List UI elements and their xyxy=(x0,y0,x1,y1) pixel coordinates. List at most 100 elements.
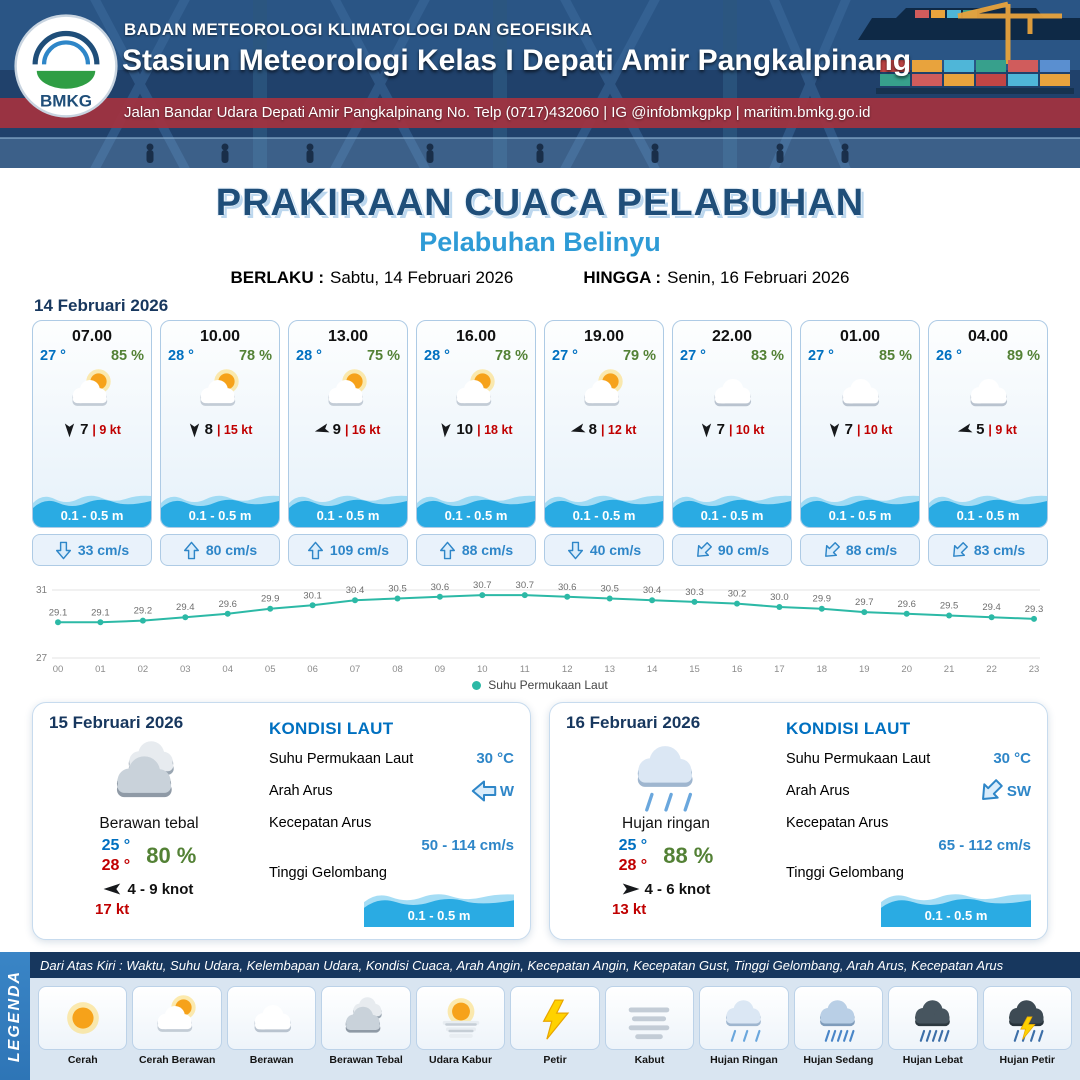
temp-humidity-row: 28 ° 75 % xyxy=(289,346,407,364)
series-label: Suhu Permukaan Laut xyxy=(488,678,608,692)
sst-value: 30 °C xyxy=(476,750,514,767)
hour-forecast-column: 01.00 27 ° 85 % 7 | 10 kt 0.1 - 0.5 m 88… xyxy=(800,320,920,566)
header: BMKG BADAN METEOROLOGI KLIMATOLOGI DAN G… xyxy=(0,0,1080,168)
svg-text:30.1: 30.1 xyxy=(303,590,322,601)
temp-humidity-row: 26 ° 89 % xyxy=(929,346,1047,364)
legend-item: Berawan Tebal xyxy=(321,986,411,1076)
crane-silhouette xyxy=(957,1,1062,64)
legend-icon-box xyxy=(793,986,884,1050)
page-title: PRAKIRAAN CUACA PELABUHAN xyxy=(215,182,865,224)
gust-speed: | 15 kt xyxy=(216,422,253,437)
air-temperature: 27 ° xyxy=(552,348,578,364)
wave-height: 0.1 - 0.5 m xyxy=(828,508,892,523)
svg-text:27: 27 xyxy=(36,653,48,664)
svg-text:29.9: 29.9 xyxy=(261,594,280,605)
daily-forecast-row: 15 Februari 2026 Berawan tebal 25 ° 28 °… xyxy=(0,702,1080,940)
hour-forecast-card: 16.00 28 ° 78 % 10 | 18 kt 0.1 - 0.5 m xyxy=(416,320,536,528)
current-speed-value: 65 - 112 cm/s xyxy=(938,837,1031,854)
svg-text:08: 08 xyxy=(392,664,403,675)
hour-forecast-card: 01.00 27 ° 85 % 7 | 10 kt 0.1 - 0.5 m xyxy=(800,320,920,528)
forecast-time: 07.00 xyxy=(71,328,113,345)
current-speed-row: Kecepatan Arus xyxy=(269,815,514,831)
sst-row: Suhu Permukaan Laut 30 °C xyxy=(786,750,1031,767)
legend-weather-icon xyxy=(529,992,581,1044)
sea-conditions-title: KONDISI LAUT xyxy=(785,719,911,738)
weather-icon xyxy=(575,366,633,418)
hour-forecast-column: 10.00 28 ° 78 % 8 | 15 kt 0.1 - 0.5 m 80… xyxy=(160,320,280,566)
people-silhouettes xyxy=(146,143,849,163)
forecast-time: 04.00 xyxy=(967,328,1009,345)
air-temperature: 27 ° xyxy=(808,348,834,364)
hour-forecast-column: 16.00 28 ° 78 % 10 | 18 kt 0.1 - 0.5 m 8… xyxy=(416,320,536,566)
current-direction-icon xyxy=(947,537,972,562)
legend-title-bar: LEGENDA xyxy=(0,952,30,1080)
legend-label: Hujan Sedang xyxy=(803,1054,874,1066)
svg-text:30.6: 30.6 xyxy=(558,582,577,593)
legend-section: LEGENDA Dari Atas Kiri : Waktu, Suhu Uda… xyxy=(0,952,1080,1080)
wind-speed: 10 xyxy=(456,421,474,438)
wind-speed: 5 xyxy=(976,421,985,438)
forecast-time: 16.00 xyxy=(455,328,497,345)
current-speed-label: Kecepatan Arus xyxy=(268,815,372,831)
sst-label: Suhu Permukaan Laut xyxy=(268,750,414,767)
current-speed: 40 cm/s xyxy=(589,542,642,558)
current-box: 90 cm/s xyxy=(672,534,792,566)
forecast-time: 13.00 xyxy=(327,328,369,345)
current-direction-value: W xyxy=(499,782,514,800)
day-date: 16 Februari 2026 xyxy=(566,713,701,732)
hour-forecast-card: 04.00 26 ° 89 % 5 | 9 kt 0.1 - 0.5 m xyxy=(928,320,1048,528)
valid-from-label: BERLAKU : xyxy=(230,268,324,287)
wave-height-value: 0.1 - 0.5 m xyxy=(407,908,471,923)
current-direction-icon xyxy=(567,541,584,560)
svg-text:BMKG: BMKG xyxy=(40,92,92,111)
station-name: Stasiun Meteorologi Kelas I Depati Amir … xyxy=(122,44,912,77)
humidity: 83 % xyxy=(750,348,784,364)
temp-humidity-row: 28 ° 78 % xyxy=(161,346,279,364)
wave-height-band: 0.1 - 0.5 m xyxy=(33,487,151,527)
day-wind: 4 - 6 knot xyxy=(622,879,710,899)
svg-text:29.6: 29.6 xyxy=(897,599,916,610)
svg-text:23: 23 xyxy=(1029,664,1040,675)
wave-height-row: Tinggi Gelombang xyxy=(269,865,514,881)
wind-speed: 8 xyxy=(204,421,213,438)
bmkg-logo-icon: BMKG xyxy=(14,14,118,118)
sst-chart-section: 31 27 29.1 00 29.1 01 29.2 02 29.4 03 29.6 04 29.9 05… xyxy=(0,576,1080,692)
legend-items: Cerah Cerah Berawan Berawan Berawan Teba… xyxy=(30,978,1080,1080)
container-stacks xyxy=(876,60,1074,94)
wind-row: 7 | 10 kt xyxy=(700,421,764,438)
current-direction-icon xyxy=(471,779,497,803)
legend-item: Udara Kabur xyxy=(415,986,506,1076)
address-line: Jalan Bandar Udara Depati Amir Pangkalpi… xyxy=(124,104,871,121)
wave-height-label: Tinggi Gelombang xyxy=(785,865,904,881)
wind-direction-icon xyxy=(568,421,588,438)
wave-height: 0.1 - 0.5 m xyxy=(444,508,508,523)
svg-text:29.4: 29.4 xyxy=(982,602,1001,613)
wind-speed: 9 xyxy=(332,421,341,438)
wave-height-label: Tinggi Gelombang xyxy=(268,865,387,881)
svg-text:30.6: 30.6 xyxy=(431,582,450,593)
wave-height-band: 0.1 - 0.5 m xyxy=(417,487,535,527)
weather-icon xyxy=(831,366,889,418)
day-humidity: 80 % xyxy=(146,843,197,868)
org-name: BADAN METEOROLOGI KLIMATOLOGI DAN GEOFIS… xyxy=(124,20,593,39)
gust-speed: | 10 kt xyxy=(856,422,893,437)
current-speed: 33 cm/s xyxy=(77,542,130,558)
legend-title: LEGENDA xyxy=(6,969,24,1063)
legend-label: Kabut xyxy=(634,1054,665,1066)
current-direction-icon xyxy=(691,537,716,562)
svg-text:21: 21 xyxy=(944,664,955,675)
weather-icon xyxy=(447,366,505,418)
legend-weather-icon xyxy=(623,992,675,1044)
svg-text:29.1: 29.1 xyxy=(49,607,68,618)
day-forecast-card: 16 Februari 2026 Hujan ringan 25 ° 28 ° … xyxy=(549,702,1048,940)
legend-item: Hujan Lebat xyxy=(888,986,978,1076)
svg-text:17: 17 xyxy=(774,664,785,675)
current-speed: 83 cm/s xyxy=(973,542,1026,558)
svg-text:19: 19 xyxy=(859,664,870,675)
forecast-time: 22.00 xyxy=(711,328,753,345)
current-speed: 88 cm/s xyxy=(845,542,898,558)
hour-forecast-card: 13.00 28 ° 75 % 9 | 16 kt 0.1 - 0.5 m xyxy=(288,320,408,528)
wave-height: 0.1 - 0.5 m xyxy=(188,508,252,523)
valid-to: HINGGA : Senin, 16 Februari 2026 xyxy=(583,268,849,288)
